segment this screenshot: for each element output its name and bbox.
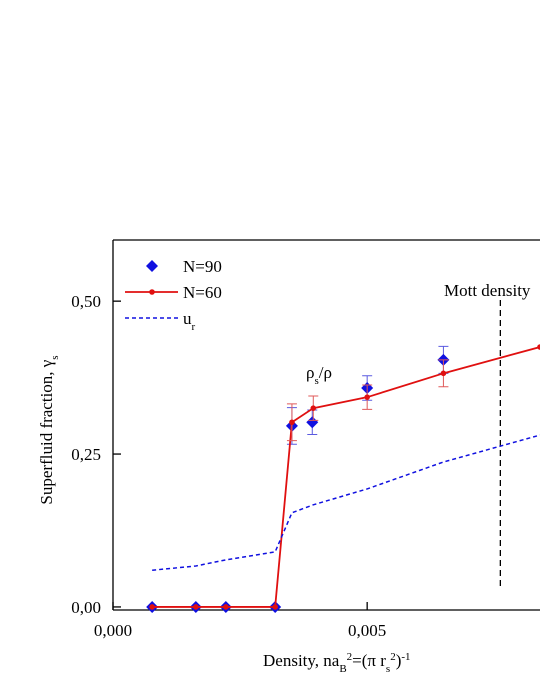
y-tick-label: 0,50 [71,292,101,311]
x-tick-label: 0,005 [348,621,386,640]
data-point [364,394,370,400]
data-point [223,604,229,610]
legend-marker [146,260,158,272]
y-tick-label: 0,00 [71,598,101,617]
data-point [310,405,317,411]
x-axis-label-part: -1 [401,651,410,663]
x-axis-label-part: s [386,663,390,675]
x-axis-label-part: ) [396,651,402,670]
legend-label-part: r [192,321,196,333]
data-point [289,419,295,426]
rho-annotation: ρs/ρ [306,363,332,387]
data-point [272,604,278,610]
x-tick-label: 0,000 [94,621,132,640]
rho-annotation-part: ρ [306,363,314,382]
x-axis-label-part: 2 [390,651,396,663]
rho-annotation-part: /ρ [319,363,332,382]
x-axis-label-part: Density, na [263,651,340,670]
y-axis-label-part: s [49,355,61,359]
y-tick-label: 0,25 [71,445,101,464]
legend-marker [149,289,155,295]
legend-label: ur [183,309,196,333]
x-axis-label-part: 2 [347,651,353,663]
rho-annotation-part: s [314,375,318,387]
data-point [149,604,155,610]
legend-label: N=90 [183,257,222,276]
x-axis-label: Density, naB2=(π rs2)-1 [263,651,411,675]
legend-label-part: u [183,309,192,328]
data-point [537,344,540,350]
x-axis-label-part: =(π r [352,651,386,670]
data-point [306,416,319,429]
series-line [152,434,540,571]
y-axis-label: Superfluid fraction, γs [37,355,61,504]
series-line [152,346,540,608]
mott-label: Mott density [444,281,531,300]
legend-label: N=60 [183,283,222,302]
data-point [193,604,199,610]
y-axis-label-part: Superfluid fraction, γ [37,359,56,504]
data-point [440,370,447,377]
x-axis-label-part: B [339,663,346,675]
